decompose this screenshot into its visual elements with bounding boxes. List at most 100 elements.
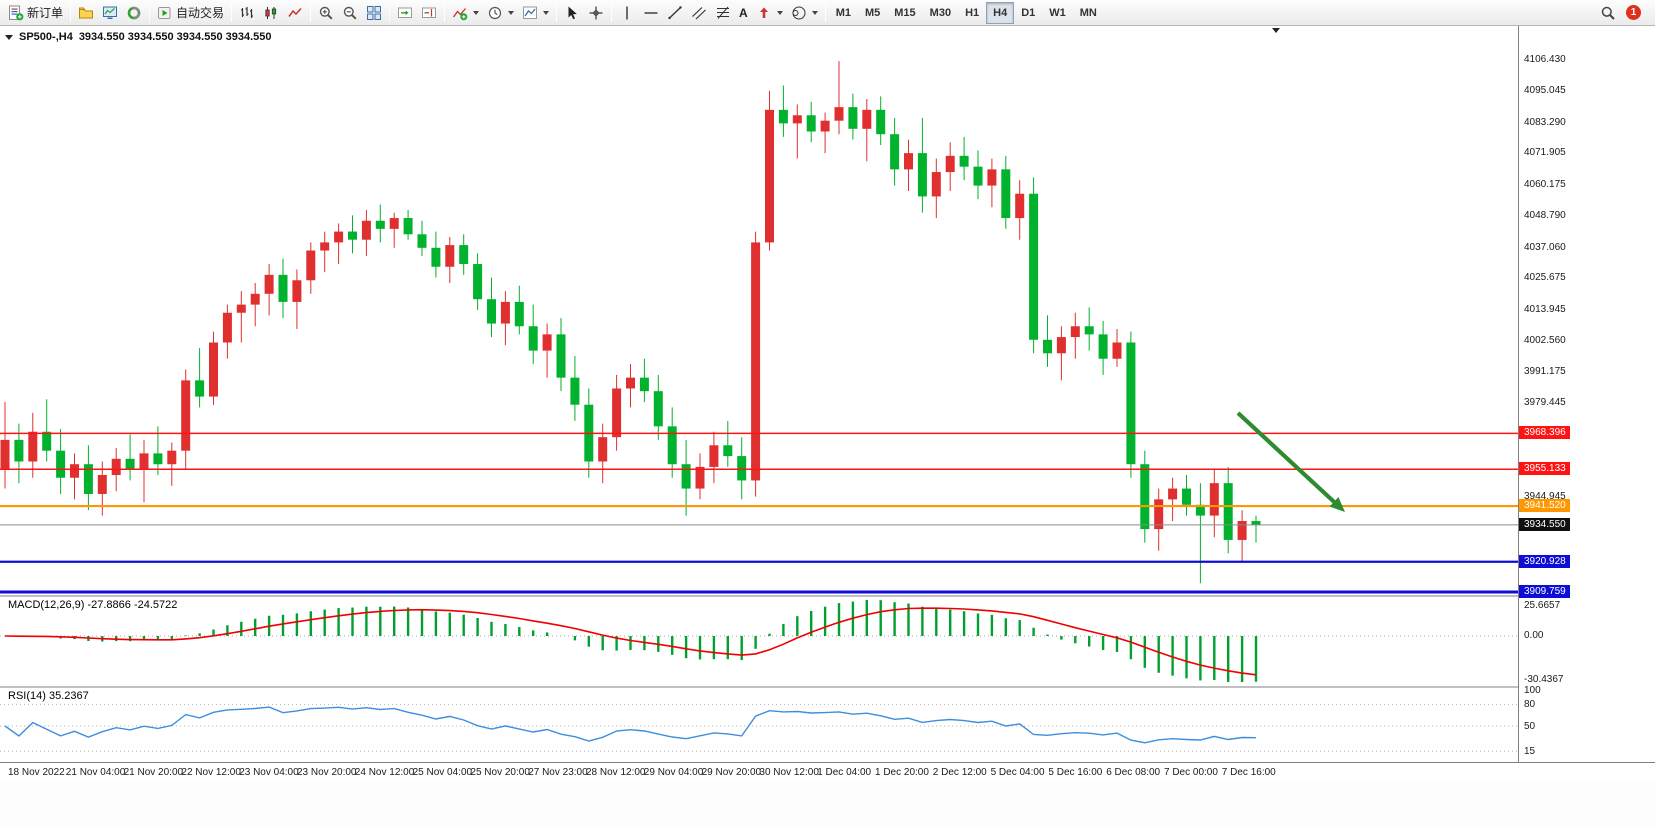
chart-window: SP500-,H4 3934.550 3934.550 3934.550 393… bbox=[0, 26, 1655, 827]
equidistant-channel-button[interactable] bbox=[687, 2, 711, 24]
auto-trading-button-label: 自动交易 bbox=[176, 6, 225, 20]
arrows-button[interactable] bbox=[752, 2, 787, 24]
price-badge-3934.550[interactable]: 3934.550 bbox=[1519, 517, 1570, 531]
toolbar-group bbox=[393, 0, 441, 25]
time-axis-label: 6 Dec 08:00 bbox=[1106, 767, 1161, 778]
price-badge-3941.520[interactable]: 3941.520 bbox=[1519, 499, 1570, 513]
scroll-to-end-marker-icon[interactable] bbox=[1272, 28, 1280, 33]
rsi-label: RSI(14) 35.2367 bbox=[8, 690, 89, 702]
time-axis-label: 29 Nov 04:00 bbox=[643, 767, 704, 778]
candlestick-chart-button[interactable] bbox=[259, 2, 283, 24]
line-chart-button[interactable] bbox=[283, 2, 307, 24]
timeframe-h1-button[interactable]: H1 bbox=[958, 2, 986, 24]
candlestick-chart[interactable] bbox=[0, 26, 1518, 762]
text-button-label: A bbox=[739, 5, 748, 20]
timeframe-m5-button[interactable]: M5 bbox=[858, 2, 887, 24]
new-order-icon bbox=[8, 5, 24, 21]
dropdown-caret-icon bbox=[508, 10, 515, 15]
search-button[interactable] bbox=[1596, 2, 1620, 24]
macd-scale-label: 25.6657 bbox=[1524, 600, 1561, 611]
clock-icon bbox=[487, 5, 503, 21]
chart-title: SP500-,H4 3934.550 3934.550 3934.550 393… bbox=[5, 31, 272, 43]
timeframe-m1-button[interactable]: M1 bbox=[829, 2, 858, 24]
time-axis[interactable]: 18 Nov 2022 21 Nov 04:00 21 Nov 20:00 22 No… bbox=[0, 762, 1655, 782]
price-axis[interactable]: 3968.396 3955.133 3941.520 3934.550 3920.928… bbox=[1518, 26, 1655, 762]
panel-separator-macd[interactable] bbox=[0, 595, 1655, 597]
price-axis-label: 4083.290 bbox=[1524, 116, 1566, 128]
zoom-in-button[interactable] bbox=[314, 2, 338, 24]
toolbar-group bbox=[448, 0, 553, 25]
cursor-button[interactable] bbox=[560, 2, 584, 24]
time-axis-label: 23 Nov 20:00 bbox=[297, 767, 357, 778]
charts-window-button[interactable] bbox=[98, 2, 122, 24]
horizontal-line-button[interactable] bbox=[639, 2, 663, 24]
indicators-button[interactable] bbox=[448, 2, 483, 24]
ohlc-values: 3934.550 3934.550 3934.550 3934.550 bbox=[78, 31, 272, 43]
auto-scroll-button[interactable] bbox=[393, 2, 417, 24]
toolbar-group bbox=[74, 0, 146, 25]
crosshair-button[interactable] bbox=[584, 2, 608, 24]
linechart-icon bbox=[287, 5, 303, 21]
timeframe-m15-button[interactable]: M15 bbox=[887, 2, 922, 24]
tile-icon bbox=[366, 5, 382, 21]
toolbar-separator bbox=[824, 3, 826, 22]
dropdown-caret-icon bbox=[543, 10, 550, 15]
zoom-in-icon bbox=[318, 5, 334, 21]
folder-icon bbox=[78, 5, 94, 21]
time-axis-label: 2 Dec 12:00 bbox=[932, 767, 987, 778]
timeframe-w1-button[interactable]: W1 bbox=[1042, 2, 1073, 24]
time-axis-label: 28 Nov 12:00 bbox=[586, 767, 646, 778]
timeframe-d1-button[interactable]: D1 bbox=[1014, 2, 1042, 24]
auto-trading-button[interactable]: 自动交易 bbox=[153, 2, 228, 24]
price-badge-3920.928[interactable]: 3920.928 bbox=[1519, 554, 1570, 568]
price-badge-3968.396[interactable]: 3968.396 bbox=[1519, 426, 1570, 440]
new-order-button[interactable]: 新订单 bbox=[4, 2, 67, 24]
toolbar-group: 自动交易 bbox=[153, 0, 228, 25]
toolbar-group bbox=[314, 0, 386, 25]
timeframe-mn-button[interactable]: MN bbox=[1073, 2, 1104, 24]
templates-button[interactable] bbox=[518, 2, 553, 24]
notification-badge[interactable]: 1 bbox=[1626, 5, 1641, 20]
data-window-button[interactable] bbox=[122, 2, 146, 24]
bar-chart-button[interactable] bbox=[235, 2, 259, 24]
fibo-icon bbox=[715, 5, 731, 21]
toolbar-group: A bbox=[615, 0, 822, 25]
trendline-button[interactable] bbox=[663, 2, 687, 24]
symbol-period-label: SP500-,H4 bbox=[19, 31, 73, 43]
toolbar: 新订单 自动交易 A M1 M5 M15 M30 H1 H4 D1 W1 MN 1 bbox=[0, 0, 1655, 26]
periods-button[interactable] bbox=[483, 2, 518, 24]
dropdown-caret-icon bbox=[811, 10, 818, 15]
trend-arrow-annotation[interactable] bbox=[1236, 411, 1340, 508]
vertical-line-button[interactable] bbox=[615, 2, 639, 24]
cycle-lines-button[interactable] bbox=[787, 2, 822, 24]
collapse-chart-icon[interactable] bbox=[5, 34, 13, 40]
profiles-button[interactable] bbox=[74, 2, 98, 24]
price-axis-label: 3991.175 bbox=[1524, 365, 1566, 377]
price-badge-3955.133[interactable]: 3955.133 bbox=[1519, 462, 1570, 476]
toolbar-group bbox=[235, 0, 307, 25]
price-axis-label: 4037.060 bbox=[1524, 241, 1566, 253]
dropdown-caret-icon bbox=[776, 10, 783, 15]
fibonacci-button[interactable] bbox=[711, 2, 735, 24]
zoom-out-icon bbox=[342, 5, 358, 21]
time-axis-label: 7 Dec 00:00 bbox=[1164, 767, 1218, 778]
template-icon bbox=[522, 5, 538, 21]
indicator-icon bbox=[452, 5, 468, 21]
toolbar-buttons: 新订单 自动交易 A M1 M5 M15 M30 H1 H4 D1 W1 MN bbox=[4, 0, 1104, 25]
time-axis-label: 1 Dec 20:00 bbox=[875, 767, 929, 778]
price-axis-label: 4048.790 bbox=[1524, 209, 1566, 221]
panel-separator-rsi[interactable] bbox=[0, 686, 1655, 688]
timeframe-m30-button[interactable]: M30 bbox=[923, 2, 958, 24]
text-button[interactable]: A bbox=[735, 2, 752, 24]
zoom-out-button[interactable] bbox=[338, 2, 362, 24]
time-axis-label: 29 Nov 20:00 bbox=[701, 767, 762, 778]
trend-arrow-head[interactable] bbox=[1329, 497, 1345, 512]
price-axis-label: 4106.430 bbox=[1524, 54, 1566, 65]
timeframe-h4-button[interactable]: H4 bbox=[986, 1, 1015, 24]
tile-windows-button[interactable] bbox=[362, 2, 386, 24]
new-order-button-label: 新订单 bbox=[27, 6, 64, 20]
chart-shift-button[interactable] bbox=[417, 2, 441, 24]
price-badge-3909.759[interactable]: 3909.759 bbox=[1519, 584, 1570, 598]
price-axis-label: 3944.945 bbox=[1524, 490, 1566, 502]
time-axis-label: 5 Dec 16:00 bbox=[1048, 767, 1103, 778]
